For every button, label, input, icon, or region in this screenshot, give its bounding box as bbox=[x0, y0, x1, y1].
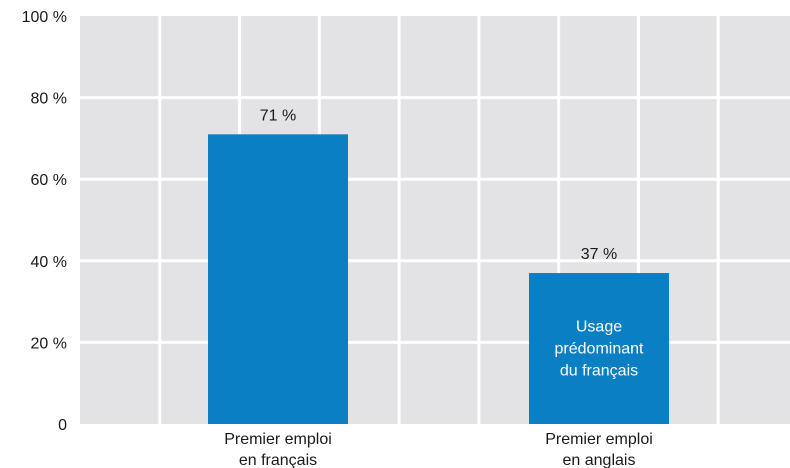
category-label: en anglais bbox=[563, 452, 636, 468]
bar bbox=[529, 273, 669, 424]
category-labels: Premier emploi en français Premier emploi e… bbox=[224, 431, 653, 468]
category-label: Premier emploi bbox=[545, 431, 653, 448]
data-labels: 71 % 37 % Usage prédominant du français bbox=[260, 107, 644, 379]
bar bbox=[208, 134, 348, 424]
bar-annotation: Usage bbox=[576, 319, 622, 336]
data-label: 37 % bbox=[581, 246, 617, 263]
y-tick-label: 40 % bbox=[31, 254, 67, 271]
data-label: 71 % bbox=[260, 107, 296, 124]
y-tick-label: 20 % bbox=[31, 335, 67, 352]
bar-annotation: prédominant bbox=[555, 341, 645, 358]
bar-annotation: du français bbox=[560, 363, 638, 380]
y-axis-tick-labels: 0 20 % 40 % 60 % 80 % 100 % bbox=[22, 9, 67, 434]
y-tick-label: 80 % bbox=[31, 91, 67, 108]
category-label: Premier emploi bbox=[224, 431, 332, 448]
y-tick-label: 100 % bbox=[22, 9, 67, 26]
category-label: en français bbox=[239, 452, 317, 468]
plot-background bbox=[80, 16, 790, 424]
bars bbox=[208, 134, 669, 424]
y-tick-label: 0 bbox=[58, 417, 67, 434]
y-tick-label: 60 % bbox=[31, 172, 67, 189]
